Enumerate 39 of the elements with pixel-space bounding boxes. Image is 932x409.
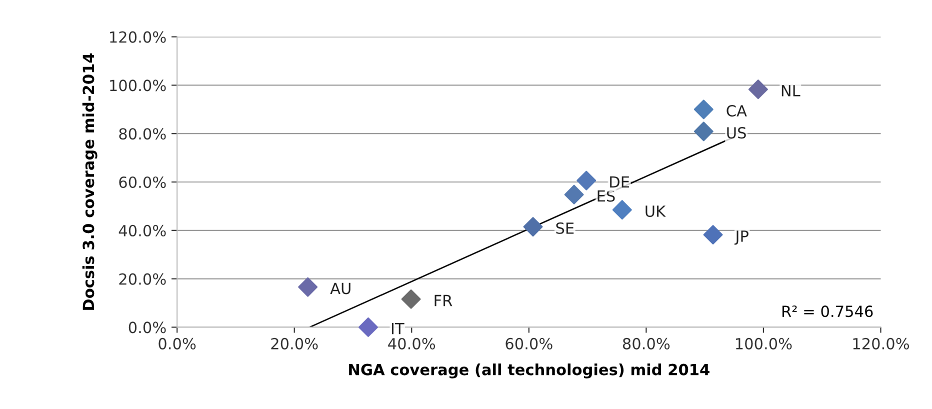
annotation: SE (556, 222, 574, 234)
y-tick-label: 40.0% (118, 224, 166, 236)
annotation: FR (434, 294, 452, 306)
x-tick-label: 40.0% (388, 338, 436, 350)
point (748, 80, 768, 100)
y-tick-label: 20.0% (119, 273, 166, 285)
x-axis-title: NGA coverage (all technologies) mid 2014 (349, 364, 710, 378)
point (358, 317, 378, 337)
x-tick-label: 60.0% (506, 338, 552, 350)
x-tick-label: 0.0% (158, 338, 196, 350)
annotation: US (727, 127, 746, 139)
y-tick-label: 60.0% (119, 176, 166, 188)
x-tick-label: 80.0% (622, 338, 670, 350)
point (401, 289, 421, 309)
point (523, 217, 543, 237)
point (694, 100, 714, 120)
x-tick-label: 120.0% (853, 338, 910, 350)
y-tick-label: 100.0% (110, 80, 166, 92)
annotation: DE (610, 176, 630, 188)
x-tick-label: 100.0% (736, 338, 792, 350)
y-tick-label: 80.0% (119, 128, 166, 140)
annotation: JP (734, 230, 748, 245)
y-tick-label: 120.0% (110, 31, 166, 43)
point (694, 122, 714, 142)
annotation: UK (646, 206, 666, 217)
point (576, 170, 596, 190)
annotation: NL (782, 85, 800, 96)
annotation: R² = 0.7546 (782, 306, 873, 318)
point (612, 200, 632, 220)
annotation: CA (726, 105, 747, 117)
annotation: ES (598, 190, 615, 202)
annotation: AU (330, 282, 350, 294)
point (703, 225, 723, 245)
y-tick-label: 0.0% (128, 322, 166, 334)
point (564, 184, 584, 204)
y-axis-title: Docsis 3.0 coverage mid-2014 (82, 53, 98, 310)
x-tick-label: 20.0% (271, 338, 318, 350)
annotation: IT (392, 323, 404, 334)
point (298, 277, 318, 297)
